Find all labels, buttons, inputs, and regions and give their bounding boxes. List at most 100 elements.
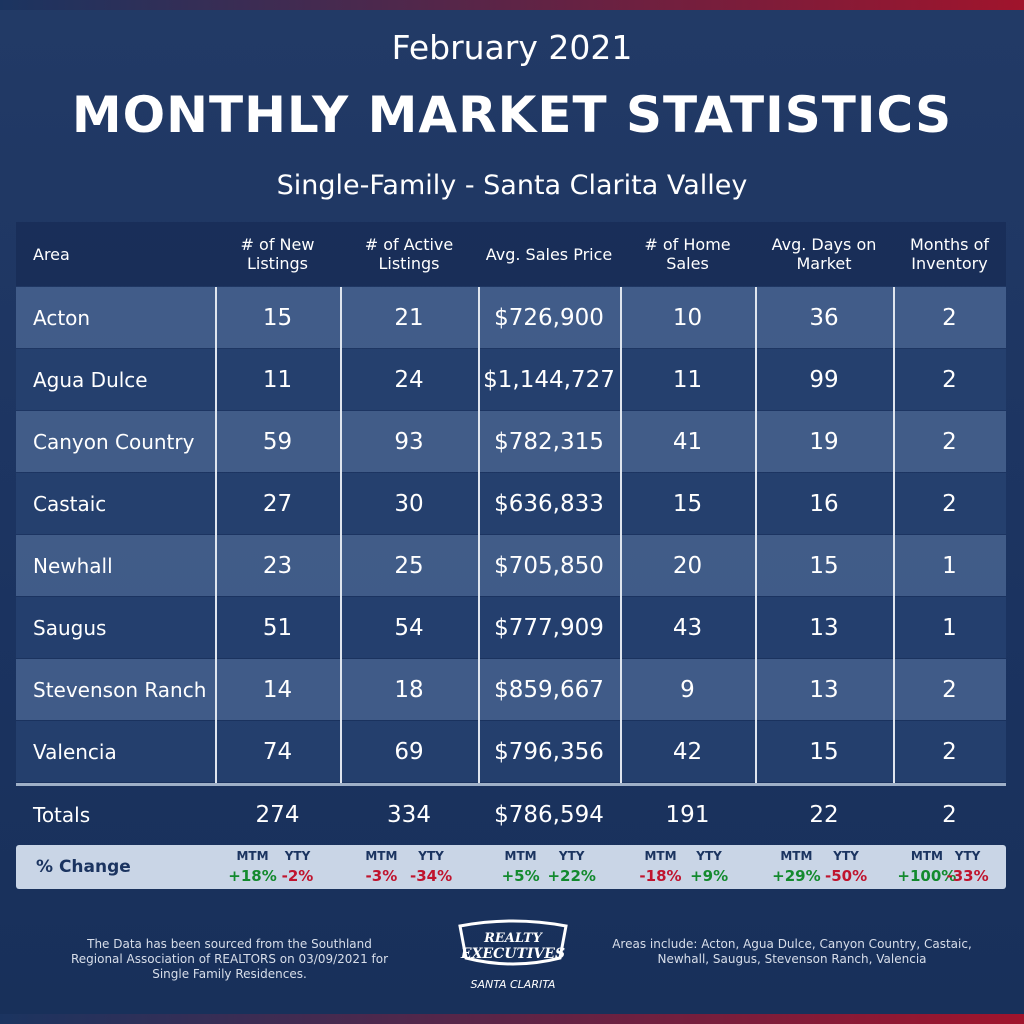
cell-value: 27 — [262, 491, 293, 517]
change-header: YTY — [954, 849, 981, 863]
area-name: Castaic — [33, 492, 107, 516]
change-header: YTY — [284, 849, 311, 863]
cell-value: 2 — [942, 739, 957, 765]
change-value: +5% — [501, 867, 540, 885]
logo-line: EXECUTIVES — [460, 946, 565, 962]
cell-value: $782,315 — [494, 429, 604, 455]
area-name: Newhall — [33, 554, 113, 578]
row-band — [16, 659, 1006, 720]
totals-label: Totals — [33, 803, 91, 827]
cell-value: 23 — [262, 553, 293, 579]
change-value: +29% — [772, 867, 821, 885]
column-header: Avg. Days on Market — [771, 235, 877, 273]
cell-value: $859,667 — [494, 677, 604, 703]
column-header: # of New Listings — [240, 235, 315, 273]
area-name: Valencia — [33, 740, 117, 764]
cell-value: 9 — [680, 677, 695, 703]
logo-line: REALTY — [483, 931, 544, 946]
row-band — [16, 411, 1006, 472]
change-header: YTY — [833, 849, 859, 863]
row-band — [16, 473, 1006, 534]
cell-value: $636,833 — [494, 491, 604, 517]
area-name: Canyon Country — [33, 430, 195, 454]
row-band — [16, 721, 1006, 782]
column-divider — [215, 287, 217, 783]
column-divider — [755, 287, 757, 783]
cell-value: 42 — [672, 739, 703, 765]
cell-value: 18 — [394, 677, 424, 703]
column-header: # of Home Sales — [644, 235, 731, 273]
cell-value: 16 — [809, 491, 839, 517]
cell-value: 2 — [942, 367, 957, 393]
date: February 2021 — [391, 28, 633, 67]
subtitle: Single-Family - Santa Clarita Valley — [276, 170, 748, 201]
area-name: Stevenson Ranch — [33, 678, 207, 702]
cell-value: 93 — [394, 429, 424, 455]
column-header: Area — [33, 244, 70, 264]
cell-value: 43 — [672, 615, 703, 641]
change-header: MTM — [644, 849, 677, 863]
column-header: Months of Inventory — [910, 235, 989, 273]
cell-value: 11 — [672, 367, 703, 393]
logo-subline: SANTA CLARITA — [471, 978, 556, 991]
cell-value: 2 — [942, 429, 957, 455]
bottom-strip — [0, 1014, 1024, 1024]
row-band — [16, 349, 1006, 410]
change-band — [16, 845, 1006, 889]
logo-shield — [458, 919, 568, 966]
total-value: 191 — [665, 802, 710, 828]
row-band — [16, 287, 1006, 348]
cell-value: 10 — [672, 305, 703, 331]
source-note: The Data has been sourced from the South… — [70, 937, 389, 981]
cell-value: $777,909 — [494, 615, 604, 641]
cell-value: $705,850 — [494, 553, 604, 579]
cell-value: 51 — [262, 615, 293, 641]
cell-value: 24 — [394, 367, 424, 393]
cell-value: 13 — [809, 677, 839, 703]
cell-value: 25 — [394, 553, 424, 579]
cell-value: 41 — [672, 429, 703, 455]
row-band — [16, 535, 1006, 596]
area-name: Saugus — [33, 616, 107, 640]
column-divider — [893, 287, 895, 783]
change-value: +9% — [690, 867, 729, 885]
change-value: -2% — [281, 867, 314, 885]
column-header: # of Active Listings — [364, 235, 454, 273]
cell-value: $796,356 — [494, 739, 604, 765]
cell-value: 13 — [809, 615, 839, 641]
total-value: 334 — [387, 802, 431, 828]
change-value: +100% — [897, 867, 957, 885]
cell-value: 20 — [672, 553, 703, 579]
column-header: Avg. Sales Price — [485, 244, 613, 264]
change-label: % Change — [36, 857, 131, 877]
change-value: +22% — [547, 867, 596, 885]
cell-value: 74 — [262, 739, 293, 765]
title: MONTHLY MARKET STATISTICS — [71, 86, 953, 144]
cell-value: 54 — [394, 615, 424, 641]
cell-value: 1 — [942, 553, 957, 579]
cell-value: 15 — [262, 305, 293, 331]
change-header: MTM — [910, 849, 943, 863]
cell-value: $726,900 — [494, 305, 604, 331]
change-header: YTY — [418, 849, 444, 863]
cell-value: 15 — [672, 491, 703, 517]
cell-value: 2 — [942, 677, 957, 703]
change-header: MTM — [504, 849, 537, 863]
totals-rule — [16, 783, 1006, 786]
cell-value: 15 — [809, 739, 839, 765]
cell-value: 15 — [809, 553, 839, 579]
cell-value: 1 — [942, 615, 957, 641]
total-value: 22 — [809, 802, 839, 828]
cell-value: 59 — [262, 429, 293, 455]
logo: REALTY EXECUTIVES SANTA CLARITA — [458, 919, 568, 991]
cell-value: 2 — [942, 491, 957, 517]
column-divider — [620, 287, 622, 783]
change-value: -34% — [410, 867, 453, 885]
area-name: Agua Dulce — [33, 368, 148, 392]
row-band — [16, 597, 1006, 658]
total-value: $786,594 — [494, 802, 604, 828]
cell-value: 19 — [809, 429, 839, 455]
cell-value: 36 — [809, 305, 839, 331]
cell-value: 69 — [394, 739, 424, 765]
